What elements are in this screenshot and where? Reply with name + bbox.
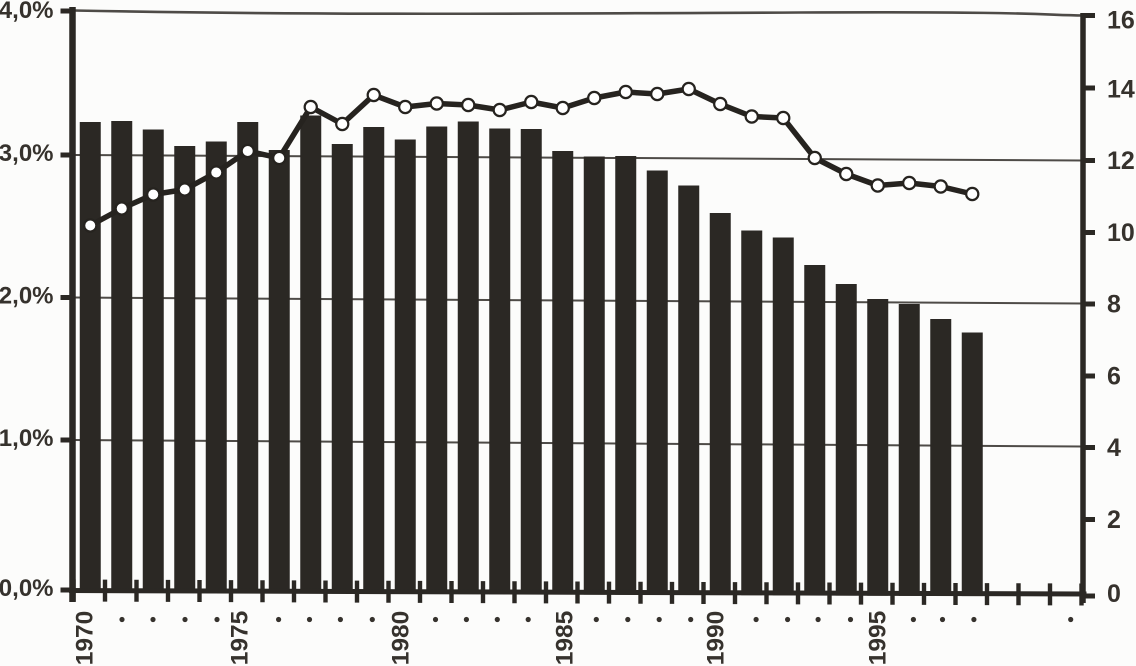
svg-text:1975: 1975 (227, 611, 254, 666)
svg-text:10: 10 (1107, 219, 1135, 247)
svg-text:14: 14 (1107, 76, 1135, 104)
svg-text:1990: 1990 (703, 611, 730, 666)
svg-text:2: 2 (1107, 506, 1121, 534)
svg-text:1,0%: 1,0% (0, 425, 54, 452)
svg-text:0: 0 (1107, 580, 1121, 608)
svg-text:0,0%: 0,0% (0, 575, 54, 602)
svg-text:1985: 1985 (552, 611, 579, 666)
svg-text:1980: 1980 (388, 611, 415, 666)
svg-text:1970: 1970 (72, 611, 99, 666)
svg-text:4: 4 (1107, 434, 1121, 462)
svg-text:1995: 1995 (865, 611, 892, 666)
svg-text:16: 16 (1107, 7, 1135, 35)
svg-text:12: 12 (1107, 147, 1135, 175)
svg-text:3,0%: 3,0% (0, 140, 54, 167)
svg-text:2,0%: 2,0% (0, 283, 54, 310)
svg-text:8: 8 (1107, 291, 1121, 319)
svg-text:6: 6 (1107, 363, 1121, 391)
svg-text:4,0%: 4,0% (0, 0, 54, 24)
